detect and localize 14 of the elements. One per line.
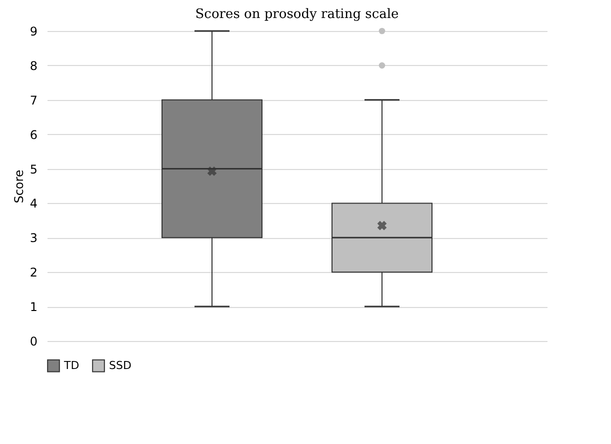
y-tick-label: 0 <box>30 334 38 348</box>
y-tick-label: 2 <box>30 266 38 280</box>
y-tick-label: 6 <box>30 128 38 142</box>
y-tick-label: 9 <box>30 24 38 38</box>
y-tick-label: 3 <box>30 231 38 246</box>
y-tick-label: 1 <box>30 300 38 314</box>
y-tick-label: 5 <box>30 162 38 176</box>
y-tick-label: 7 <box>30 93 38 108</box>
y-tick-label: 8 <box>30 58 38 73</box>
chart-title: Scores on prosody rating scale <box>195 7 400 22</box>
y-axis-title: Score <box>12 170 26 204</box>
legend-label: TD <box>63 358 80 372</box>
y-tick-label: 4 <box>30 196 38 211</box>
legend-label: SSD <box>109 358 132 372</box>
